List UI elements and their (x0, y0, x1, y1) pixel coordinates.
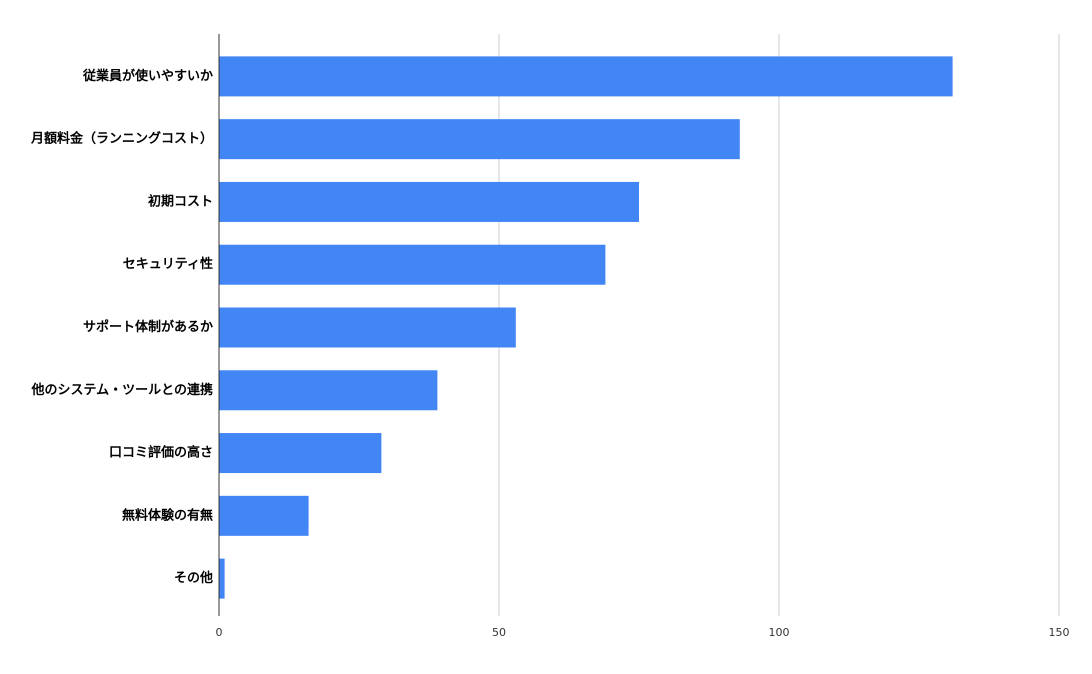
bar (219, 433, 382, 474)
bar (219, 307, 516, 348)
y-tick-label: 初期コスト (148, 193, 213, 209)
y-tick-label: サポート体制があるか (83, 319, 213, 335)
y-tick-label: 月額料金（ランニングコスト） (30, 131, 213, 147)
y-tick-label: 従業員が使いやすいか (82, 68, 213, 84)
x-tick-label: 0 (216, 626, 223, 639)
y-tick-label: 無料体験の有無 (122, 507, 213, 523)
bar (219, 558, 225, 599)
bar (219, 181, 639, 222)
bar (219, 370, 438, 411)
y-tick-label: 他のシステム・ツールとの連携 (31, 382, 213, 398)
y-tick-label: その他 (174, 570, 213, 586)
x-tick-label: 50 (492, 626, 506, 639)
y-tick-label: セキュリティ性 (123, 256, 213, 272)
y-tick-label: 口コミ評価の高さ (109, 445, 213, 461)
bar (219, 495, 309, 536)
bar (219, 119, 740, 160)
x-tick-label: 100 (769, 626, 790, 639)
bar (219, 244, 606, 285)
bar (219, 56, 953, 97)
x-tick-label: 150 (1049, 626, 1070, 639)
